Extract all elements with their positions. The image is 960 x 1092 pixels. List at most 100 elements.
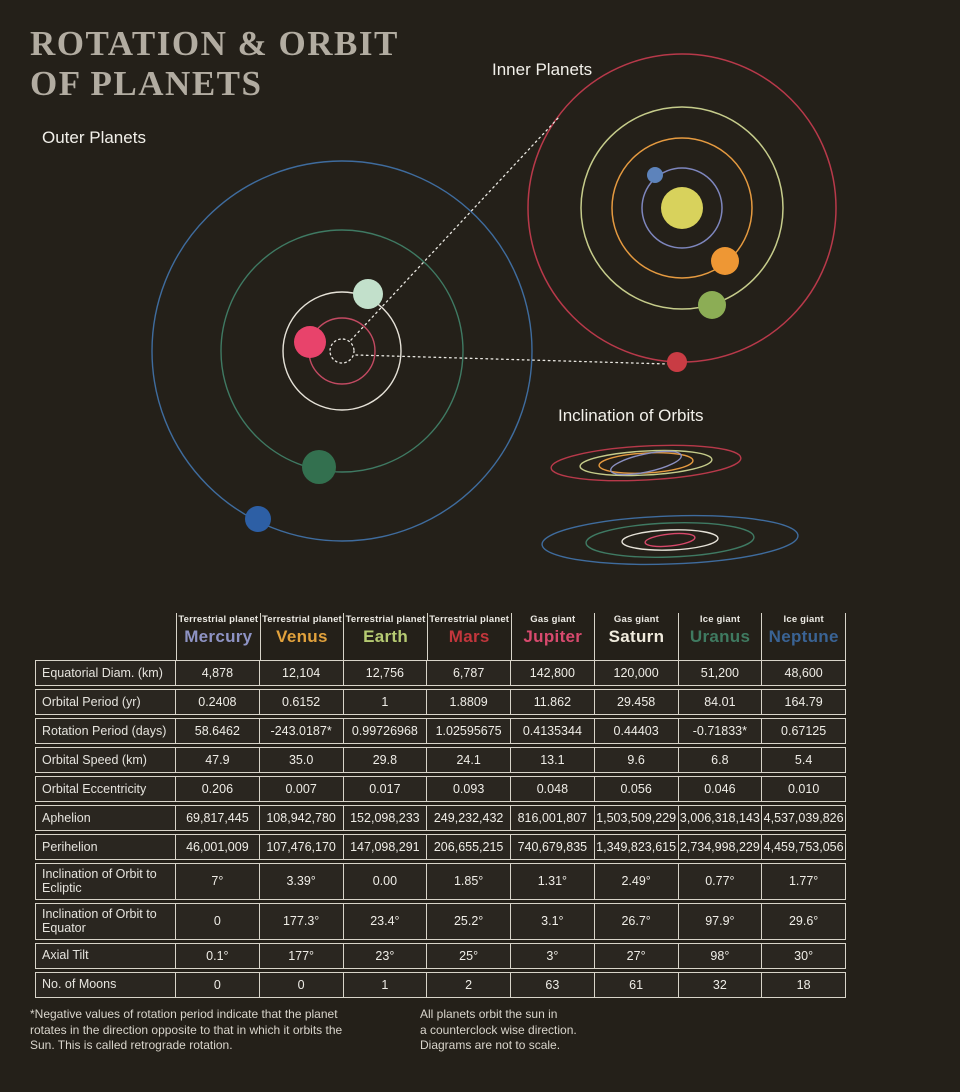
earth-inclination-ellipse	[579, 449, 713, 477]
venus-inclination-ellipse	[598, 452, 694, 474]
table-row: Inclination of Orbit to Equator 0 177.3° 23…	[35, 902, 846, 940]
jupiter-value: 3.1°	[511, 903, 595, 939]
uranus-value: 6.8	[679, 748, 763, 772]
table-row: Perihelion 46,001,009 107,476,170 147,098,2…	[35, 834, 846, 860]
jupiter-value: 3°	[511, 943, 595, 968]
uranus-value: 51,200	[679, 661, 763, 685]
mars-value: 1.85°	[427, 864, 511, 899]
planet-name-label: Saturn	[608, 627, 665, 646]
inner-planets-label: Inner Planets	[492, 60, 593, 79]
neptune-value: 4,459,753,056	[762, 835, 846, 859]
planet-type-label: Terrestrial planet	[345, 614, 426, 625]
row-label: Aphelion	[35, 806, 176, 830]
mars-value: 24.1	[427, 748, 511, 772]
uranus-orbit	[220, 229, 464, 473]
neptune-planet	[245, 506, 271, 532]
planet-name-label: Jupiter	[523, 627, 583, 646]
mercury-value: 69,817,445	[176, 806, 260, 830]
mars-value: 6,787	[427, 661, 511, 685]
jupiter-value: 740,679,835	[511, 835, 595, 859]
saturn-orbit	[282, 291, 402, 411]
mars-planet	[667, 352, 687, 372]
table-row: Orbital Speed (km) 47.9 35.0 29.8 24.1 13.1 9.…	[35, 747, 846, 773]
earth-value: 1	[344, 690, 428, 714]
mercury-planet	[647, 167, 663, 183]
saturn-value: 0.44403	[595, 719, 679, 743]
planet-data-table: Terrestrial planet Mercury Terrestrial pla…	[35, 613, 846, 1001]
mars-value: 25°	[427, 943, 511, 968]
earth-value: 12,756	[344, 661, 428, 685]
earth-value: 147,098,291	[344, 835, 428, 859]
mars-value: 1.02595675	[427, 719, 511, 743]
neptune-value: 4,537,039,826	[762, 806, 846, 830]
table-row: Orbital Eccentricity 0.206 0.007 0.017 0.093…	[35, 776, 846, 802]
earth-value: 29.8	[344, 748, 428, 772]
planet-name-label: Venus	[276, 627, 328, 646]
row-label: Perihelion	[35, 835, 176, 859]
venus-value: 12,104	[260, 661, 344, 685]
venus-value: -243.0187*	[260, 719, 344, 743]
saturn-value: 9.6	[595, 748, 679, 772]
jupiter-value: 13.1	[511, 748, 595, 772]
planet-name-label: Neptune	[768, 627, 839, 646]
jupiter-value: 1.31°	[511, 864, 595, 899]
saturn-value: 1,349,823,615	[595, 835, 679, 859]
orbit-diagrams-canvas	[151, 53, 837, 566]
neptune-value: 30°	[762, 943, 846, 968]
uranus-value: 98°	[679, 943, 763, 968]
neptune-orbit	[151, 160, 533, 542]
uranus-value: 0.77°	[679, 864, 763, 899]
earth-value: 23°	[344, 943, 428, 968]
jupiter-value: 0.4135344	[511, 719, 595, 743]
saturn-value: 61	[595, 972, 679, 997]
jupiter-value: 0.048	[511, 777, 595, 801]
row-label: Orbital Speed (km)	[35, 748, 176, 772]
mars-value: 0.093	[427, 777, 511, 801]
uranus-value: 3,006,318,143	[679, 806, 763, 830]
uranus-inclination-ellipse	[585, 522, 755, 558]
row-label: Equatorial Diam. (km)	[35, 661, 176, 685]
table-row: No. of Moons 0 0 1 2 63 61 32 18	[35, 971, 846, 998]
neptune-value: 1.77°	[762, 864, 846, 899]
mars-value: 25.2°	[427, 903, 511, 939]
earth-value: 1	[344, 972, 428, 997]
mars-inclination-ellipse	[550, 444, 742, 482]
jupiter-planet	[294, 326, 326, 358]
saturn-value: 120,000	[595, 661, 679, 685]
column-header-mercury: Terrestrial planet Mercury	[176, 613, 260, 660]
mercury-value: 0	[176, 903, 260, 939]
saturn-value: 29.458	[595, 690, 679, 714]
venus-value: 177.3°	[260, 903, 344, 939]
saturn-value: 2.49°	[595, 864, 679, 899]
neptune-value: 164.79	[762, 690, 846, 714]
neptune-value: 18	[762, 972, 846, 997]
venus-orbit	[611, 137, 753, 279]
column-header-jupiter: Gas giant Jupiter	[510, 613, 595, 660]
scale-footnote: All planets orbit the sun in a countercl…	[420, 1007, 577, 1053]
venus-value: 0	[260, 972, 344, 997]
mars-value: 249,232,432	[427, 806, 511, 830]
column-header-uranus: Ice giant Uranus	[677, 613, 762, 660]
inclination-of-orbits-label: Inclination of Orbits	[558, 406, 704, 425]
column-header-venus: Terrestrial planet Venus	[259, 613, 344, 660]
jupiter-value: 816,001,807	[511, 806, 595, 830]
row-label: Axial Tilt	[35, 943, 176, 968]
venus-value: 0.007	[260, 777, 344, 801]
planet-name-label: Uranus	[689, 627, 751, 646]
mars-value: 1.8809	[427, 690, 511, 714]
planet-type-label: Terrestrial planet	[178, 614, 259, 625]
uranus-value: 0.046	[679, 777, 763, 801]
column-header-saturn: Gas giant Saturn	[594, 613, 678, 660]
column-header-mars: Terrestrial planet Mars	[426, 613, 511, 660]
mercury-value: 4,878	[176, 661, 260, 685]
neptune-inclination-ellipse	[541, 514, 799, 566]
planet-type-label: Terrestrial planet	[429, 614, 510, 625]
earth-value: 152,098,233	[344, 806, 428, 830]
row-label: Rotation Period (days)	[35, 719, 176, 743]
mercury-value: 0.2408	[176, 690, 260, 714]
neptune-value: 29.6°	[762, 903, 846, 939]
sun	[661, 187, 703, 229]
venus-value: 3.39°	[260, 864, 344, 899]
neptune-value: 0.67125	[762, 719, 846, 743]
table-row: Axial Tilt 0.1° 177° 23° 25° 3° 27° 98° 30°	[35, 942, 846, 969]
